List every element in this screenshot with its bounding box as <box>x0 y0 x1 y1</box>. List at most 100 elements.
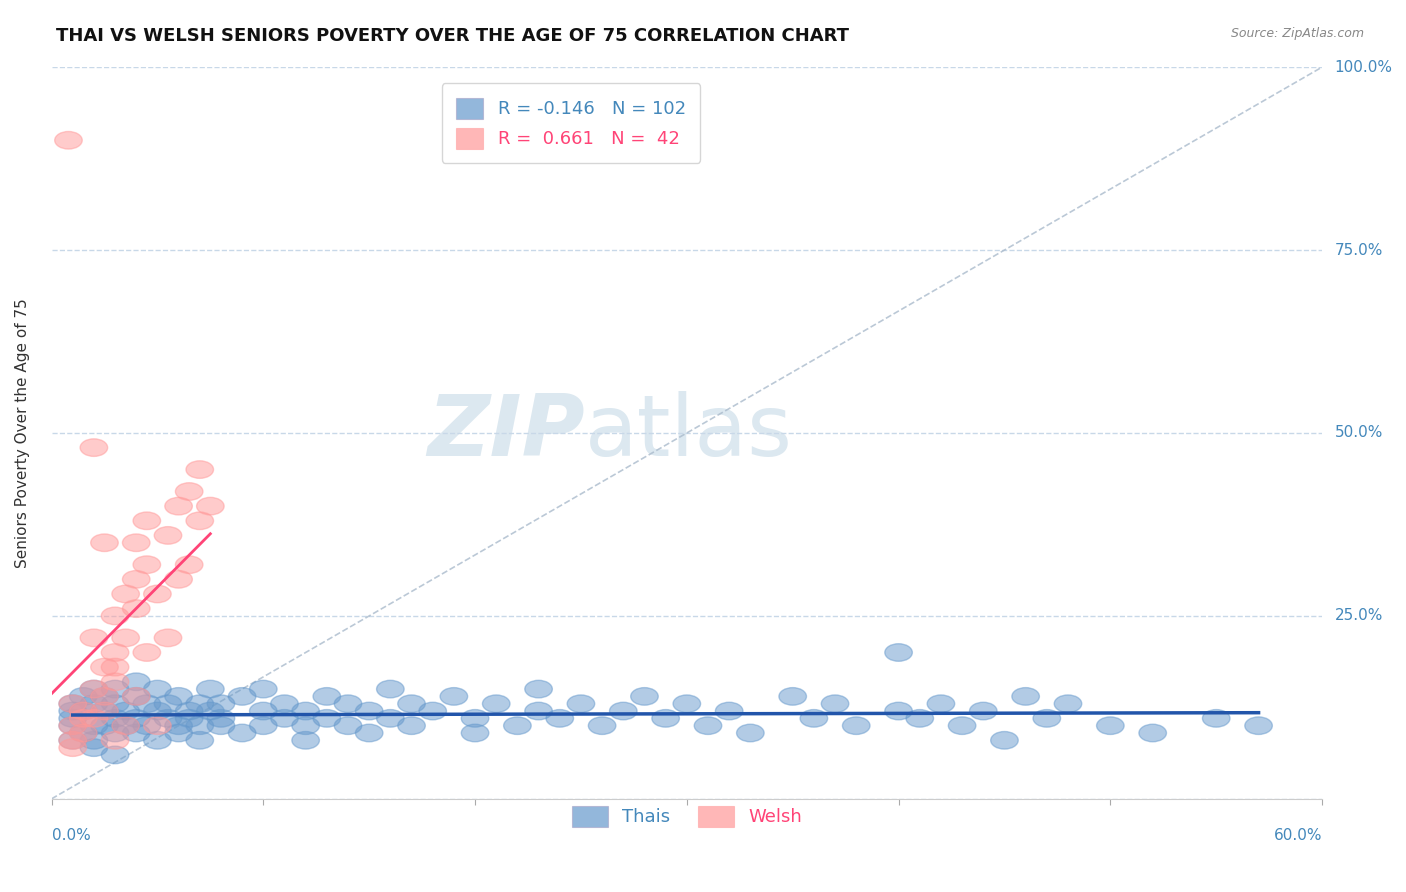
Text: 75.0%: 75.0% <box>1334 243 1384 258</box>
Ellipse shape <box>716 702 742 720</box>
Ellipse shape <box>91 534 118 551</box>
Ellipse shape <box>207 717 235 734</box>
Ellipse shape <box>842 717 870 734</box>
Ellipse shape <box>176 709 202 727</box>
Ellipse shape <box>122 534 150 551</box>
Y-axis label: Seniors Poverty Over the Age of 75: Seniors Poverty Over the Age of 75 <box>15 298 30 568</box>
Ellipse shape <box>186 461 214 478</box>
Ellipse shape <box>143 681 172 698</box>
Ellipse shape <box>112 585 139 603</box>
Ellipse shape <box>1012 688 1039 706</box>
Ellipse shape <box>186 695 214 713</box>
Ellipse shape <box>524 681 553 698</box>
Ellipse shape <box>80 681 108 698</box>
Ellipse shape <box>59 695 86 713</box>
Ellipse shape <box>197 498 224 515</box>
Ellipse shape <box>143 702 172 720</box>
Ellipse shape <box>59 739 86 756</box>
Text: atlas: atlas <box>585 392 793 475</box>
Ellipse shape <box>800 709 828 727</box>
Legend: Thais, Welsh: Thais, Welsh <box>565 798 808 834</box>
Ellipse shape <box>112 717 139 734</box>
Ellipse shape <box>91 688 118 706</box>
Ellipse shape <box>101 747 129 764</box>
Ellipse shape <box>377 681 404 698</box>
Ellipse shape <box>101 731 129 749</box>
Ellipse shape <box>1097 717 1125 734</box>
Ellipse shape <box>197 702 224 720</box>
Ellipse shape <box>101 724 129 742</box>
Ellipse shape <box>1244 717 1272 734</box>
Ellipse shape <box>176 556 202 574</box>
Ellipse shape <box>91 717 118 734</box>
Ellipse shape <box>80 695 108 713</box>
Ellipse shape <box>249 681 277 698</box>
Ellipse shape <box>134 512 160 530</box>
Ellipse shape <box>1139 724 1167 742</box>
Ellipse shape <box>112 629 139 647</box>
Ellipse shape <box>271 695 298 713</box>
Ellipse shape <box>1202 709 1230 727</box>
Ellipse shape <box>970 702 997 720</box>
Ellipse shape <box>186 717 214 734</box>
Ellipse shape <box>228 724 256 742</box>
Ellipse shape <box>314 688 340 706</box>
Ellipse shape <box>59 731 86 749</box>
Ellipse shape <box>122 688 150 706</box>
Ellipse shape <box>335 717 361 734</box>
Ellipse shape <box>737 724 763 742</box>
Ellipse shape <box>101 695 129 713</box>
Ellipse shape <box>69 724 97 742</box>
Ellipse shape <box>884 702 912 720</box>
Ellipse shape <box>524 702 553 720</box>
Ellipse shape <box>335 695 361 713</box>
Ellipse shape <box>991 731 1018 749</box>
Ellipse shape <box>461 724 489 742</box>
Ellipse shape <box>122 688 150 706</box>
Ellipse shape <box>69 709 97 727</box>
Ellipse shape <box>440 688 468 706</box>
Ellipse shape <box>112 717 139 734</box>
Ellipse shape <box>652 709 679 727</box>
Ellipse shape <box>80 439 108 457</box>
Text: THAI VS WELSH SENIORS POVERTY OVER THE AGE OF 75 CORRELATION CHART: THAI VS WELSH SENIORS POVERTY OVER THE A… <box>56 27 849 45</box>
Ellipse shape <box>292 702 319 720</box>
Ellipse shape <box>165 498 193 515</box>
Ellipse shape <box>228 688 256 706</box>
Ellipse shape <box>155 629 181 647</box>
Ellipse shape <box>143 731 172 749</box>
Ellipse shape <box>377 709 404 727</box>
Ellipse shape <box>101 681 129 698</box>
Ellipse shape <box>207 695 235 713</box>
Ellipse shape <box>122 673 150 690</box>
Ellipse shape <box>134 717 160 734</box>
Text: 0.0%: 0.0% <box>52 828 90 843</box>
Ellipse shape <box>134 644 160 661</box>
Ellipse shape <box>80 739 108 756</box>
Ellipse shape <box>59 702 86 720</box>
Ellipse shape <box>165 688 193 706</box>
Ellipse shape <box>610 702 637 720</box>
Ellipse shape <box>249 702 277 720</box>
Ellipse shape <box>176 483 202 500</box>
Ellipse shape <box>80 709 108 727</box>
Ellipse shape <box>588 717 616 734</box>
Ellipse shape <box>101 607 129 624</box>
Ellipse shape <box>101 673 129 690</box>
Ellipse shape <box>59 717 86 734</box>
Ellipse shape <box>398 717 425 734</box>
Ellipse shape <box>292 717 319 734</box>
Ellipse shape <box>546 709 574 727</box>
Ellipse shape <box>69 702 97 720</box>
Ellipse shape <box>80 717 108 734</box>
Ellipse shape <box>176 702 202 720</box>
Ellipse shape <box>55 131 82 149</box>
Ellipse shape <box>122 599 150 617</box>
Text: 25.0%: 25.0% <box>1334 608 1384 624</box>
Ellipse shape <box>905 709 934 727</box>
Ellipse shape <box>821 695 849 713</box>
Ellipse shape <box>631 688 658 706</box>
Ellipse shape <box>271 709 298 727</box>
Ellipse shape <box>567 695 595 713</box>
Ellipse shape <box>101 709 129 727</box>
